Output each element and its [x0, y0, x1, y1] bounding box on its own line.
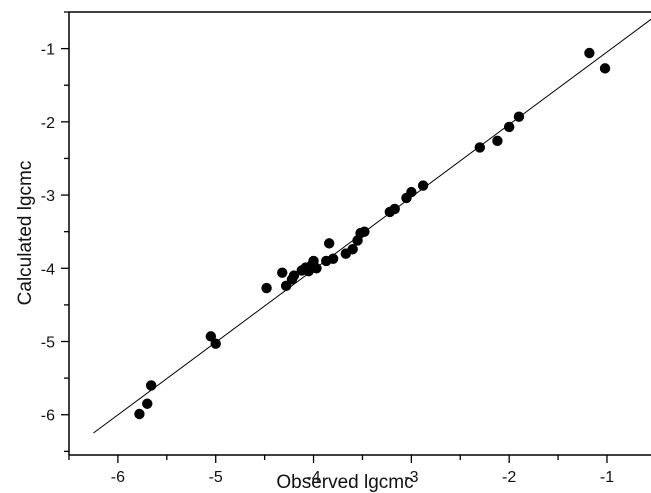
- y-axis-title: Calculated lgcmc: [15, 161, 36, 306]
- x-tick-label: -1: [600, 469, 614, 486]
- data-point: [288, 270, 300, 281]
- data-point: [145, 380, 157, 391]
- data-point: [584, 47, 595, 59]
- x-tick-label: -3: [404, 469, 418, 486]
- data-point: [359, 226, 370, 237]
- x-tick-label: -5: [209, 469, 223, 486]
- data-point: [323, 238, 335, 249]
- data-point: [492, 135, 503, 147]
- y-axis-ticks: -6 -5 -4 -3 -2 -1: [41, 11, 69, 452]
- data-point: [406, 186, 417, 198]
- y-tick-label: -5: [41, 335, 55, 352]
- x-tick-label: -2: [502, 469, 516, 486]
- data-point: [210, 338, 221, 349]
- data-points: [134, 47, 611, 420]
- x-axis-ticks: -6 -5 -4 -3 -2 -1: [68, 455, 614, 486]
- data-point: [205, 331, 217, 342]
- data-point: [134, 408, 145, 420]
- data-point: [142, 398, 153, 409]
- x-tick-label: -6: [111, 469, 125, 486]
- data-point: [474, 142, 486, 153]
- data-point: [347, 244, 358, 255]
- fit-line-group: [93, 18, 651, 434]
- data-point: [389, 203, 400, 215]
- data-point: [261, 282, 272, 294]
- data-point: [277, 267, 288, 278]
- y-tick-label: -3: [41, 188, 55, 205]
- data-point: [503, 121, 515, 133]
- x-axis-title: Observed lgcmc: [276, 472, 413, 493]
- data-point: [599, 63, 611, 74]
- y-tick-label: -4: [41, 261, 55, 278]
- data-point: [311, 263, 322, 274]
- data-point: [327, 253, 339, 264]
- y-tick-label: -2: [41, 115, 55, 132]
- x-tick-label: -4: [306, 469, 320, 486]
- y-tick-label: -1: [41, 42, 55, 59]
- data-point: [417, 180, 429, 191]
- fit-line: [93, 18, 651, 434]
- data-point: [513, 111, 525, 122]
- y-tick-label: -6: [41, 408, 55, 425]
